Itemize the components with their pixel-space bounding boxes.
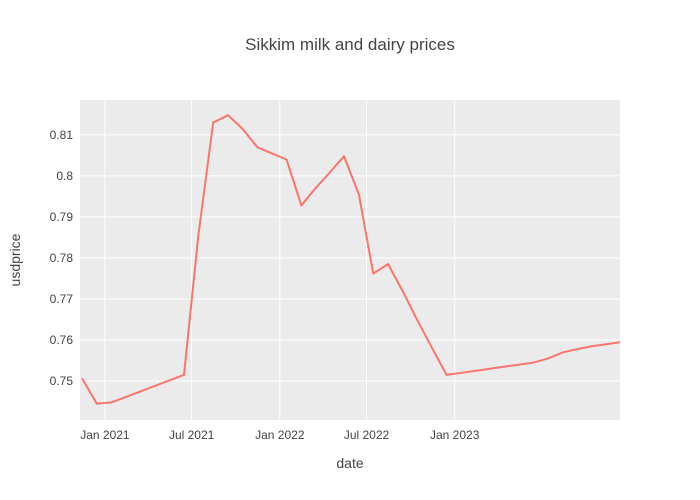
y-tick-label: 0.79 (50, 210, 74, 224)
y-tick-label: 0.81 (50, 128, 74, 142)
x-tick-label: Jul 2021 (169, 428, 215, 442)
x-gridlines (104, 100, 456, 420)
plot-background (80, 100, 620, 420)
y-axis-title: usdprice (7, 233, 23, 286)
y-tick-label: 0.75 (50, 374, 74, 388)
x-tick-labels: Jan 2021 Jul 2021 Jan 2022 Jul 2022 Jan 2023 (80, 428, 479, 442)
x-tick-label: Jan 2023 (430, 428, 480, 442)
plot-area (81, 114, 620, 405)
series-line (81, 114, 620, 405)
y-tick-label: 0.78 (50, 251, 74, 265)
y-gridlines (80, 134, 620, 382)
x-tick-label: Jul 2022 (344, 428, 390, 442)
chart-title: Sikkim milk and dairy prices (245, 35, 455, 54)
x-tick-label: Jan 2022 (255, 428, 305, 442)
y-tick-label: 0.76 (50, 333, 74, 347)
y-tick-label: 0.8 (56, 169, 73, 183)
x-tick-label: Jan 2021 (80, 428, 130, 442)
y-tick-label: 0.77 (50, 292, 74, 306)
y-tick-labels: 0.75 0.76 0.77 0.78 0.79 0.8 0.81 (50, 128, 74, 388)
x-axis-title: date (336, 455, 363, 471)
